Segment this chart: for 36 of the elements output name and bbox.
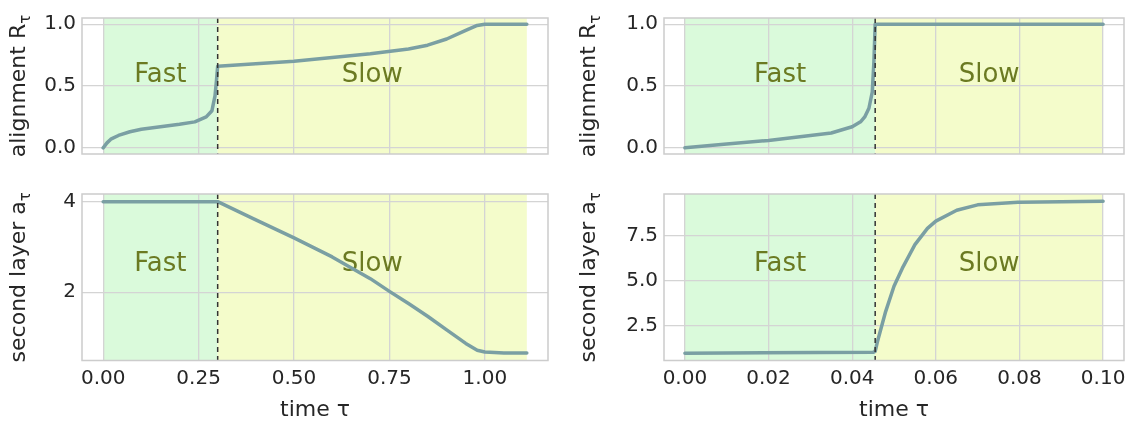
band-label: Slow [341,57,403,88]
y-axis-title: alignment Rτ [574,14,605,158]
band-label: Fast [134,57,187,88]
x-tick-label: 0.04 [829,364,875,389]
x-tick-label: 0.08 [997,364,1042,389]
y-tick-label: 1.0 [44,10,76,35]
x-tick-label: 0.50 [271,364,317,389]
x-tick-label: 0.10 [1080,364,1126,389]
y-tick-label: 4 [63,187,76,212]
y-tick-label: 7.5 [626,221,658,246]
y-tick-label: 0.5 [626,72,658,97]
band-label: Fast [753,57,807,88]
y-tick-label: 0.0 [44,134,76,159]
y-axis-title: alignment Rτ [4,14,35,158]
y-axis-title: second layer aτ [574,192,605,363]
y-axis-title: second layer aτ [4,192,35,363]
y-tick-label: 2 [63,278,76,303]
y-tick-label: 1.0 [626,10,658,35]
x-tick-label: 0.00 [80,364,126,389]
x-axis-title: time τ [280,395,350,421]
y-tick-label: 0.0 [626,134,658,159]
band-label: Slow [958,57,1020,88]
band-label: Slow [958,246,1020,277]
band-label: Fast [753,246,807,277]
x-tick-label: 1.00 [462,364,508,389]
x-tick-label: 0.06 [913,364,959,389]
x-tick-label: 0.02 [746,364,791,389]
x-axis-title: time τ [859,395,929,421]
band-label: Slow [341,246,403,277]
band-label: Fast [134,246,187,277]
x-tick-label: 0.25 [176,364,221,389]
x-tick-label: 0.75 [367,364,412,389]
y-tick-label: 2.5 [626,312,658,337]
y-tick-label: 0.5 [44,72,76,97]
y-tick-label: 5.0 [626,267,658,292]
x-tick-label: 0.00 [662,364,708,389]
